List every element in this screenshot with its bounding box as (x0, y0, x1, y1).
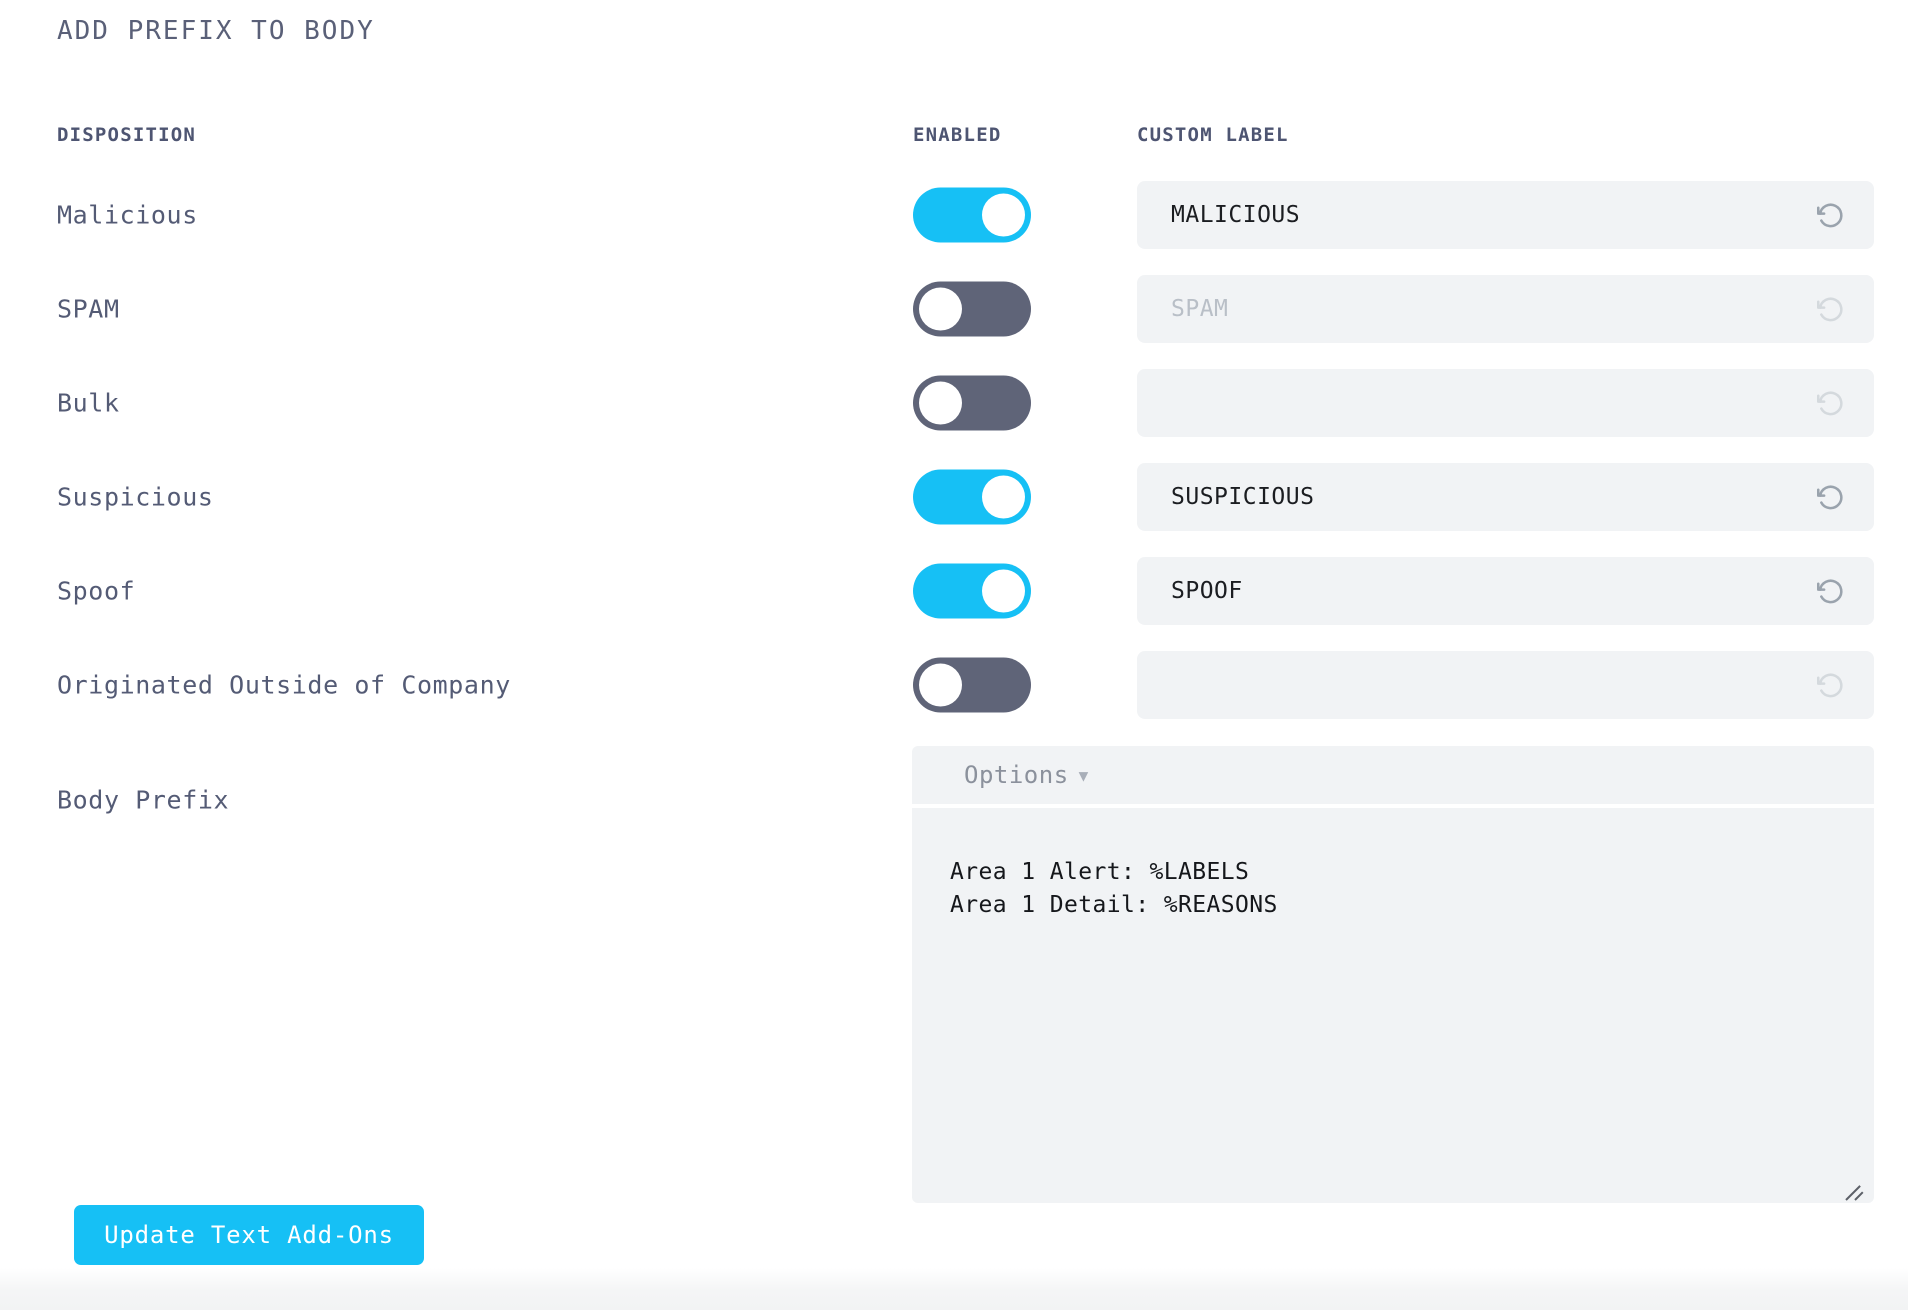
toggle-knob (982, 569, 1025, 613)
reset-icon[interactable] (1814, 387, 1846, 419)
custom-label-input[interactable] (1137, 369, 1874, 437)
options-dropdown-label: Options (964, 761, 1069, 789)
toggle-knob (919, 287, 962, 331)
custom-label-placeholder: SPAM (1171, 296, 1229, 322)
reset-icon[interactable] (1814, 293, 1846, 325)
custom-label-input[interactable]: SPAM (1137, 275, 1874, 343)
custom-label-input[interactable]: SUSPICIOUS (1137, 463, 1874, 531)
disposition-label: Malicious (57, 200, 198, 230)
toggle-knob (919, 381, 962, 425)
options-dropdown[interactable]: Options ▼ (964, 761, 1089, 789)
toggle-knob (982, 475, 1025, 519)
disposition-label: Bulk (57, 388, 120, 418)
body-prefix-toolbar: Options ▼ (912, 746, 1874, 804)
disposition-row: Malicious MALICIOUS (0, 168, 1908, 262)
column-header-custom-label: CUSTOM LABEL (1137, 124, 1289, 146)
toggle-knob (919, 663, 962, 707)
enabled-toggle[interactable] (913, 469, 1031, 525)
custom-label-value: MALICIOUS (1171, 202, 1301, 228)
custom-label-input[interactable]: SPOOF (1137, 557, 1874, 625)
footer-strip (0, 1268, 1908, 1310)
disposition-row: Spoof SPOOF (0, 544, 1908, 638)
chevron-down-icon: ▼ (1078, 766, 1089, 785)
reset-icon[interactable] (1814, 199, 1846, 231)
enabled-toggle[interactable] (913, 187, 1031, 243)
disposition-row: SPAM SPAM (0, 262, 1908, 356)
enabled-toggle[interactable] (913, 563, 1031, 619)
enabled-toggle[interactable] (913, 657, 1031, 713)
custom-label-input[interactable] (1137, 651, 1874, 719)
page-title: ADD PREFIX TO BODY (57, 16, 375, 46)
disposition-row: Bulk (0, 356, 1908, 450)
reset-icon[interactable] (1814, 481, 1846, 513)
enabled-toggle[interactable] (913, 281, 1031, 337)
body-prefix-label: Body Prefix (57, 785, 230, 815)
disposition-label: Suspicious (57, 482, 214, 512)
reset-icon[interactable] (1814, 669, 1846, 701)
disposition-label: Originated Outside of Company (57, 670, 511, 700)
reset-icon[interactable] (1814, 575, 1846, 607)
custom-label-value: SUSPICIOUS (1171, 484, 1315, 510)
toggle-knob (982, 193, 1025, 237)
column-header-disposition: DISPOSITION (57, 124, 197, 146)
enabled-toggle[interactable] (913, 375, 1031, 431)
custom-label-value: SPOOF (1171, 578, 1243, 604)
custom-label-input[interactable]: MALICIOUS (1137, 181, 1874, 249)
disposition-label: Spoof (57, 576, 136, 606)
update-text-addons-button[interactable]: Update Text Add-Ons (74, 1205, 424, 1265)
disposition-row: Suspicious SUSPICIOUS (0, 450, 1908, 544)
disposition-label: SPAM (57, 294, 120, 324)
column-header-enabled: ENABLED (913, 124, 1002, 146)
body-prefix-textarea[interactable]: Area 1 Alert: %LABELS Area 1 Detail: %RE… (912, 808, 1874, 1203)
disposition-row: Originated Outside of Company (0, 638, 1908, 732)
body-prefix-row: Body Prefix (0, 753, 1908, 847)
